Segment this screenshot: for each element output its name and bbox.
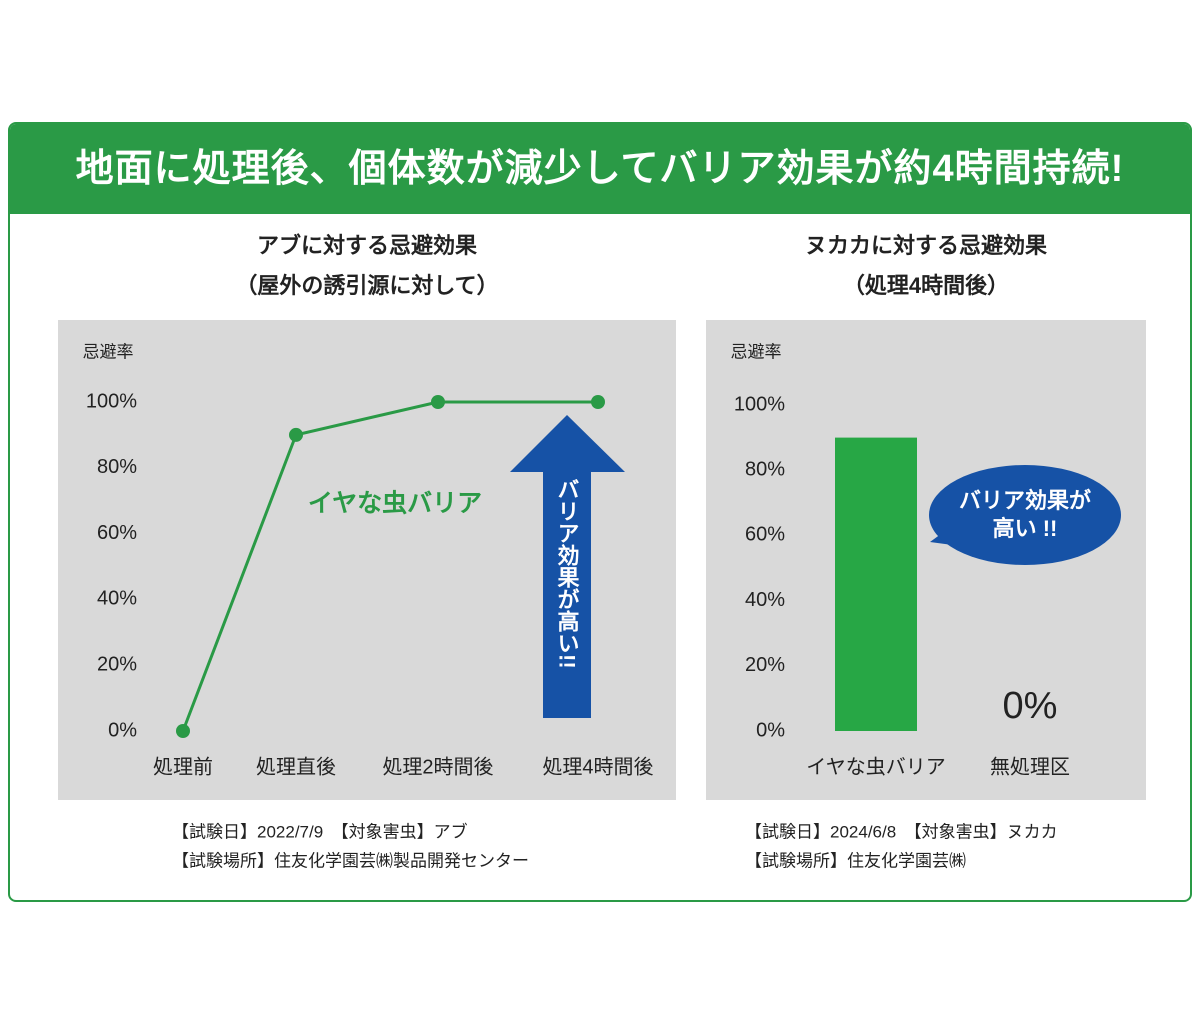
line (181, 400, 598, 732)
note: 【試験場所】住友化学園芸㈱ (745, 851, 966, 870)
y-tick-label: 80% (97, 456, 137, 478)
y-tick-label: 100% (86, 390, 137, 412)
y-tick-label: 60% (745, 524, 785, 546)
note: 【試験日】2022/7/9 【対象害虫】アブ (172, 821, 468, 841)
chart-subtitle: （処理4時間後） (843, 273, 1009, 298)
bar (835, 437, 917, 731)
bubble-text: 高い !! (993, 516, 1058, 541)
x-tick-label: 処理直後 (256, 755, 336, 778)
point (176, 724, 190, 738)
chart-title: アブに対する忌避効果 (257, 233, 477, 258)
note: 【試験日】2024/6/8 【対象害虫】ヌカカ (745, 822, 1058, 841)
chart-title: ヌカカに対する忌避効果 (805, 233, 1047, 258)
frame: 地面に処理後、個体数が減少してバリア効果が約4時間持続! (8, 122, 1192, 902)
y-tick-label: 80% (745, 458, 785, 480)
y-tick-label: 100% (734, 393, 785, 415)
arrow (510, 415, 625, 718)
y-tick-label: 20% (745, 654, 785, 676)
y-tick-label: 20% (97, 653, 137, 675)
x-tick-label: 処理前 (153, 755, 213, 778)
point (289, 427, 303, 442)
y-tick-label: 0% (756, 719, 785, 741)
panel (706, 320, 1146, 800)
banner-title: 地面に処理後、個体数が減少してバリア効果が約4時間持続! (10, 124, 1190, 214)
y-tick-label: 0% (108, 719, 137, 741)
y-tick-label: 40% (745, 589, 785, 611)
y-axis-label: 忌避率 (83, 342, 134, 361)
y-axis-label: 忌避率 (731, 342, 782, 361)
x-tick-label: 処理4時間後 (542, 755, 653, 778)
point (431, 395, 445, 409)
y-tick-label: 60% (97, 522, 137, 544)
y-tick-label: 40% (97, 588, 137, 610)
x-tick-label: イヤな虫バリア (806, 755, 945, 778)
x-tick-label: 処理2時間後 (382, 755, 493, 778)
x-tick-label: 無処理区 (990, 755, 1070, 778)
arrow-text: バリア効果が高い!! (555, 478, 580, 669)
point (591, 395, 605, 409)
bubble (929, 465, 1121, 565)
chart-subtitle: （屋外の誘引源に対して） (235, 273, 498, 298)
series-label: イヤな虫バリア (308, 490, 482, 518)
note: 【試験場所】住友化学園芸㈱製品開発センター (172, 851, 529, 870)
value-label: 0% (1003, 685, 1058, 727)
bubble-text: バリア効果が (959, 488, 1091, 513)
